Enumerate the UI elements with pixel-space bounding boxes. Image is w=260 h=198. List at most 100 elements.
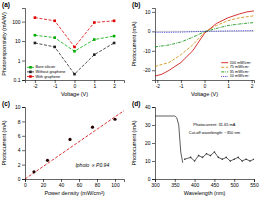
y-tick-mark	[152, 107, 155, 108]
series	[34, 42, 116, 76]
marker-point	[233, 158, 235, 160]
y-tick: 6	[18, 133, 25, 139]
figure: -2-10120.1110100(a)Voltage (V)Photorespo…	[0, 0, 260, 198]
x-tick-label: 500	[231, 182, 240, 188]
x-tick-label: 0	[24, 182, 27, 188]
series-line	[185, 152, 254, 161]
y-tick-label: 2	[18, 162, 21, 168]
annotation: Cut-off wavelength: ~350 nm	[189, 130, 241, 135]
y-tick-label: -20	[143, 67, 150, 73]
x-tick: 400	[191, 179, 200, 188]
y-tick-mark	[22, 22, 25, 23]
marker-circle	[32, 170, 35, 173]
series-line	[35, 35, 114, 51]
legend-swatch	[27, 67, 34, 68]
y-tick-mark	[152, 161, 155, 162]
x-tick: 300	[151, 179, 160, 188]
series	[32, 118, 116, 174]
chart-container: -2-10120.1110100(a)Voltage (V)Photorespo…	[0, 0, 260, 198]
y-tick-label: 10	[15, 38, 21, 44]
x-tick: 550	[250, 179, 259, 188]
marker-square	[73, 46, 76, 49]
marker-circle	[68, 138, 71, 141]
y-tick-mark	[152, 125, 155, 126]
y-tick-mark	[22, 150, 25, 151]
plot-area	[155, 11, 254, 76]
series-line	[155, 16, 254, 67]
y-axis-title: Photocurrent (mA)	[1, 120, 7, 165]
y-tick: 10	[145, 158, 155, 164]
marker-circle	[113, 118, 116, 121]
y-tick-label: 100	[12, 19, 21, 25]
x-tick-label: -1	[53, 83, 58, 89]
y-tick: 100	[12, 19, 25, 25]
marker-square	[34, 42, 37, 45]
x-tick-label: 300	[151, 182, 160, 188]
y-tick: 0	[18, 176, 25, 182]
x-tick-label: -2	[156, 83, 161, 89]
panel-title: (a)	[2, 1, 10, 9]
y-tick: 8	[18, 119, 25, 125]
y-axis: 0.1110100	[12, 9, 25, 84]
marker-square	[113, 42, 116, 45]
legend-item: Without graphene	[27, 70, 65, 74]
series	[155, 11, 254, 76]
legend-label: 75 mW/cm²	[230, 65, 250, 69]
y-tick-label: 20	[145, 140, 151, 146]
y-tick-label: 10	[145, 9, 151, 15]
y-tick-label: 8	[18, 119, 21, 125]
legend-swatch	[29, 75, 32, 78]
legend-label: Bare silicon	[36, 65, 56, 69]
legend-label: With graphene	[36, 75, 61, 79]
marker-point	[218, 157, 220, 159]
marker-point	[184, 158, 186, 160]
marker-point	[202, 157, 204, 159]
y-axis: 0 2 4 6 8 10	[15, 104, 26, 182]
legend-item: 100 mW/cm²	[221, 61, 252, 65]
series	[155, 31, 254, 33]
y-tick-mark	[22, 41, 25, 42]
x-tick-label: 40	[59, 182, 65, 188]
marker-square	[53, 19, 56, 22]
y-tick: 10	[15, 38, 25, 44]
y-tick: 30	[145, 122, 155, 128]
x-tick-label: -1	[179, 83, 184, 89]
y-tick-mark	[22, 136, 25, 137]
y-tick-mark	[22, 61, 25, 62]
legend-label: 100 mW/cm²	[230, 61, 252, 65]
y-tick: 1	[18, 58, 25, 64]
marker-point	[214, 151, 216, 153]
y-tick-label: 4	[18, 147, 21, 153]
marker-point	[241, 160, 243, 162]
panel: 0204060801000246810(c)Power density (mW/…	[1, 100, 125, 197]
legend-swatch	[221, 67, 228, 68]
y-axis: -20-10010	[143, 9, 155, 81]
marker-square	[73, 73, 76, 76]
legend-swatch	[29, 71, 32, 74]
x-tick: 0	[74, 80, 77, 89]
marker-point	[190, 157, 192, 159]
x-tick: 1	[227, 80, 230, 89]
y-tick: 0	[148, 28, 155, 34]
y-tick: 10	[15, 104, 25, 110]
panel-title: (d)	[132, 100, 140, 108]
legend-item: Bare silicon	[27, 65, 55, 69]
legend-swatch	[29, 66, 32, 69]
marker-point	[225, 157, 227, 159]
x-tick-label: 100	[111, 182, 120, 188]
series	[155, 16, 254, 67]
y-axis: 010203040	[145, 104, 156, 182]
y-tick-mark	[152, 143, 155, 144]
y-tick-label: 0	[148, 28, 151, 34]
y-tick-mark	[22, 165, 25, 166]
x-axis: -2-1012	[26, 80, 125, 89]
legend-label: 35 mW/cm²	[230, 70, 250, 74]
y-axis-line	[22, 108, 26, 180]
x-tick: 100	[111, 179, 120, 188]
marker-square	[53, 46, 56, 49]
series	[155, 116, 183, 163]
legend-label: Without graphene	[36, 70, 66, 74]
legend-item: 75 mW/cm²	[221, 65, 250, 69]
y-tick-mark	[152, 51, 155, 52]
marker-point	[194, 160, 196, 162]
